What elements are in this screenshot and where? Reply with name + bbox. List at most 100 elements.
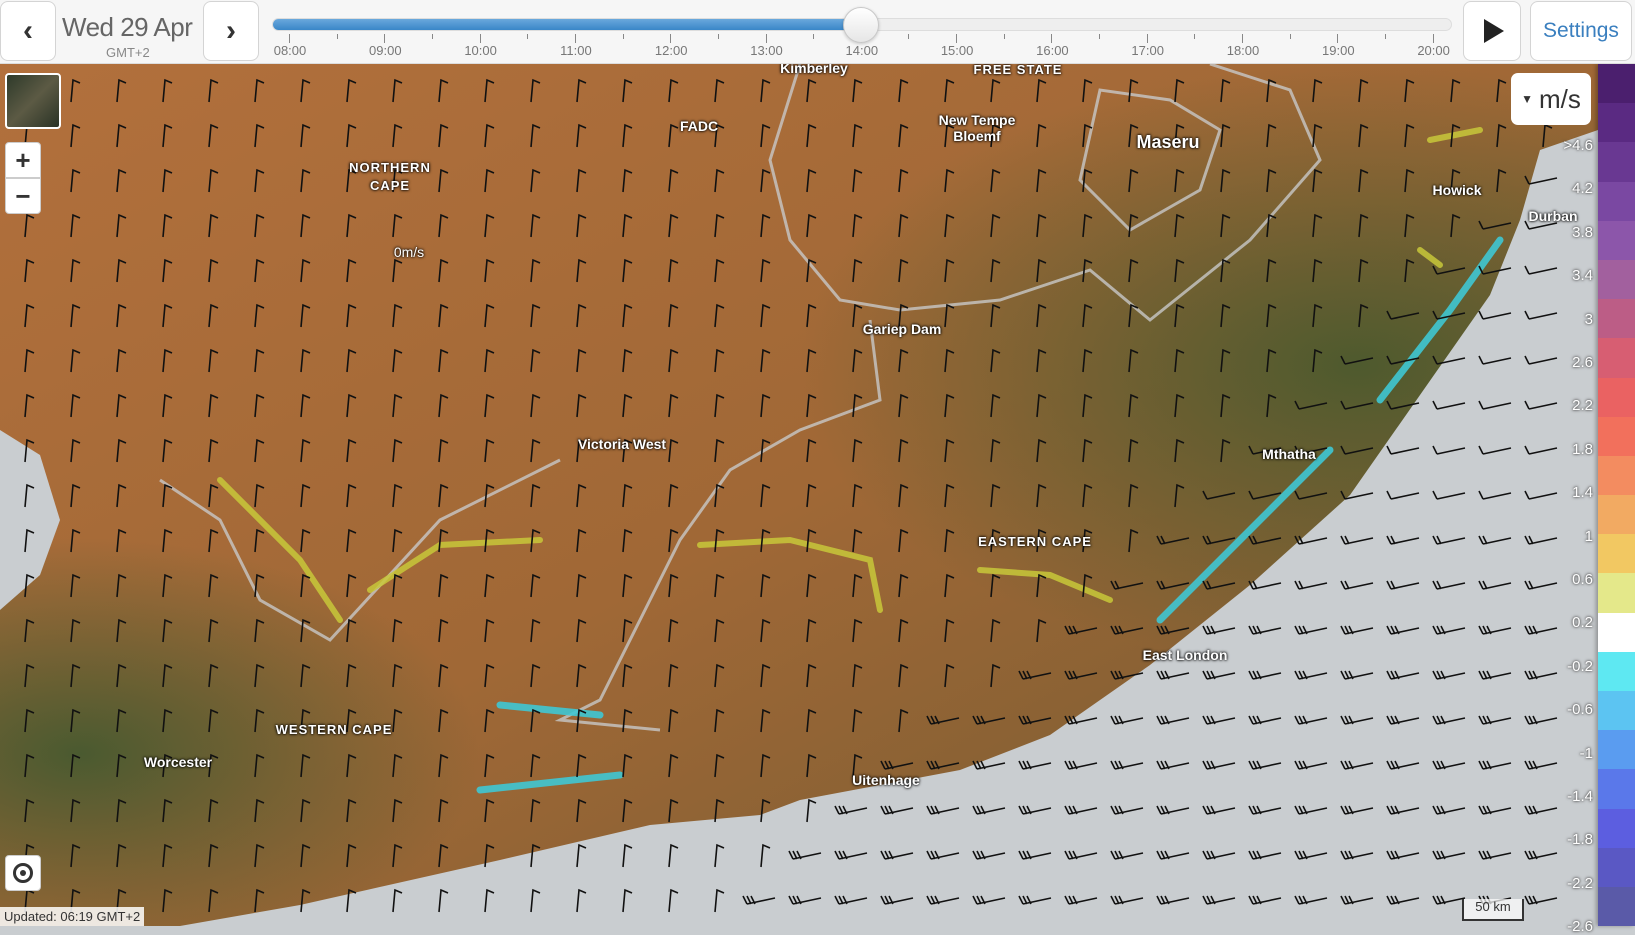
wind-barb [530,348,541,373]
wind-barb [622,753,633,778]
settings-button[interactable]: Settings [1530,1,1632,61]
wind-barb [346,168,357,193]
layer-switcher-button[interactable] [5,73,61,129]
wind-barb [70,663,81,688]
wind-barb [1358,303,1369,328]
wind-barb [1404,213,1415,238]
wind-barb [530,393,541,418]
previous-day-button[interactable]: ‹ [0,1,56,61]
wind-barb [972,895,1006,905]
wind-barb [622,303,633,328]
wind-barb [1524,760,1558,770]
wind-barb [346,888,357,913]
next-day-button[interactable]: › [203,1,259,61]
time-label: 12:00 [654,43,688,58]
wind-barb [116,483,127,508]
wind-barb [392,483,403,508]
wind-barb [668,393,679,418]
wind-barb [484,663,495,688]
wind-barb [1386,670,1420,680]
legend-swatch [1598,769,1635,809]
wind-barb [898,348,909,373]
wind-barb [1496,123,1507,148]
wind-barb [1340,625,1374,635]
caret-down-icon: ▼ [1521,92,1533,106]
wind-barb [1432,355,1466,365]
wind-barb [1128,78,1139,103]
wind-barb [990,573,1001,598]
locate-button[interactable] [5,855,41,891]
wind-barb [116,618,127,643]
wind-barb [254,213,265,238]
wind-barb [1524,850,1558,860]
time-label: 11:00 [560,43,592,58]
weather-map[interactable]: Kimberley FREE STATE FADC NORTHERN CAPE … [0,64,1598,926]
wind-barb [668,798,679,823]
time-slider-handle[interactable] [842,7,879,43]
wind-barb [208,753,219,778]
wind-barb [1220,213,1231,238]
wind-barb [1386,535,1420,545]
wind-barb [1478,850,1512,860]
wind-barb [162,213,173,238]
wind-barb [1524,175,1558,185]
wind-barb [530,168,541,193]
wind-barb [1082,573,1093,598]
wind-barb [1358,123,1369,148]
date-label: Wed 29 Apr [62,12,193,42]
wind-barb [484,348,495,373]
wind-barb [880,805,914,815]
wind-barb [668,573,679,598]
wind-barb [530,753,541,778]
wind-barb [1156,580,1190,590]
legend-label: 2.6 [1572,354,1593,371]
wind-barb [1496,168,1507,193]
wind-barb [1478,715,1512,725]
wind-barb [70,843,81,868]
wind-barb [1478,445,1512,455]
wind-barb [208,663,219,688]
wind-barb [70,753,81,778]
legend-label: -0.2 [1567,657,1593,675]
wind-barb [346,78,357,103]
wind-barb [898,303,909,328]
wind-barb [1432,490,1466,500]
wind-barb [852,348,863,373]
play-button[interactable] [1463,1,1521,61]
wind-barb [990,303,1001,328]
wind-barb [1524,310,1558,320]
wind-barb [576,663,587,688]
wind-barb [1340,715,1374,725]
wind-barb [1018,715,1052,725]
label-zero-ms: 0m/s [393,244,425,260]
legend-swatch [1598,416,1635,456]
wind-barb [24,753,35,778]
wind-barb [484,438,495,463]
wind-barb [116,123,127,148]
wind-barb [1386,310,1420,320]
wind-barb [898,393,909,418]
wind-barb [162,348,173,373]
unit-dropdown[interactable]: ▼ m/s [1511,73,1591,125]
zoom-out-button[interactable]: − [5,178,41,214]
wind-barb [852,303,863,328]
wind-barb [484,528,495,553]
wind-barb [714,258,725,283]
zoom-in-button[interactable]: + [5,142,41,178]
wind-barb [788,895,822,905]
wind-barb [1294,400,1328,410]
wind-barb [392,123,403,148]
wind-barb [760,573,771,598]
wind-barb [346,528,357,553]
wind-barb [162,618,173,643]
wind-barb [1386,400,1420,410]
wind-barb [944,573,955,598]
wind-barb [300,123,311,148]
wind-barb [1432,715,1466,725]
label-uitenhage: Uitenhage [852,772,920,788]
wind-barb [1340,895,1374,905]
wind-barb [990,78,1001,103]
wind-barb [70,438,81,463]
label-victoria-west: Victoria West [577,436,667,452]
timezone-label: GMT+2 [106,45,150,60]
